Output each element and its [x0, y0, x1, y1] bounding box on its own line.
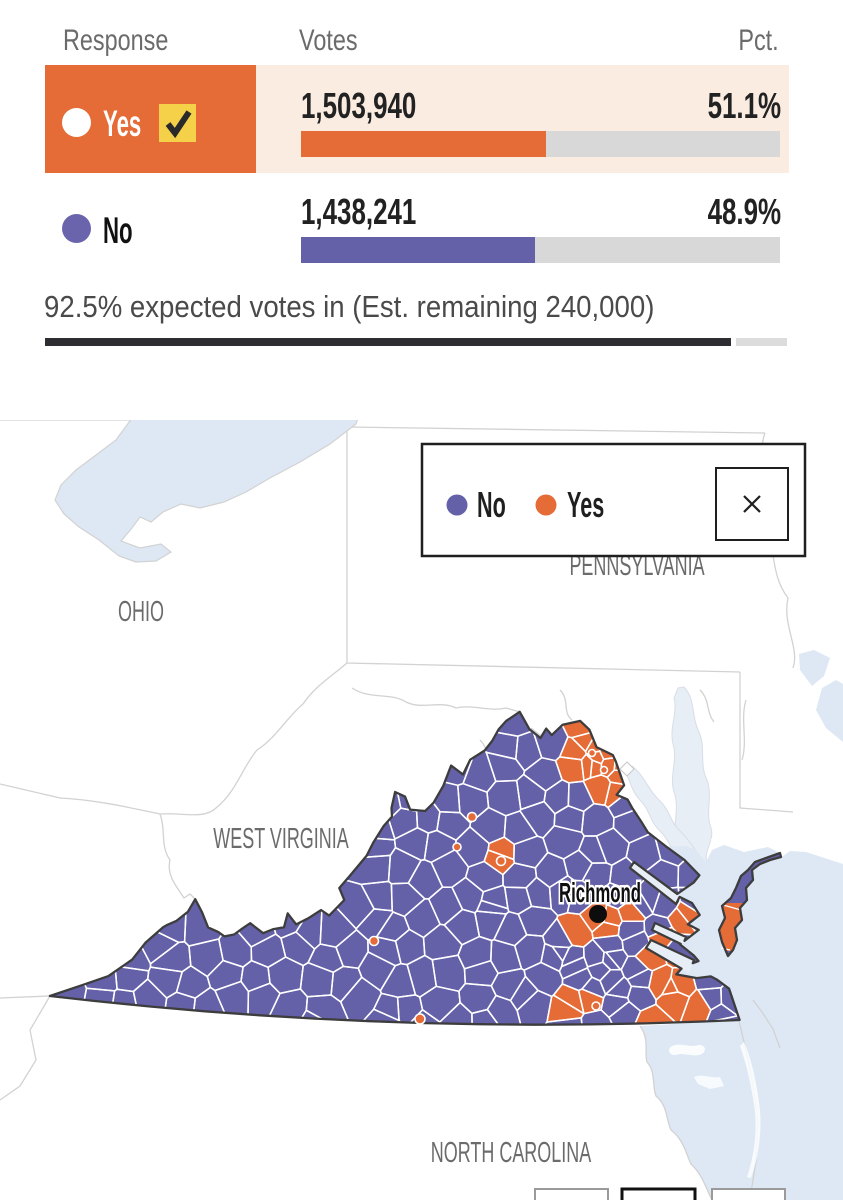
svg-text:NORTH CAROLINA: NORTH CAROLINA: [431, 1137, 592, 1169]
svg-text:WEST VIRGINIA: WEST VIRGINIA: [213, 823, 349, 855]
svg-text:Richmond: Richmond: [559, 877, 641, 909]
svg-text:OHIO: OHIO: [118, 596, 164, 628]
svg-text:No: No: [477, 485, 506, 525]
svg-text:Yes: Yes: [567, 485, 604, 525]
